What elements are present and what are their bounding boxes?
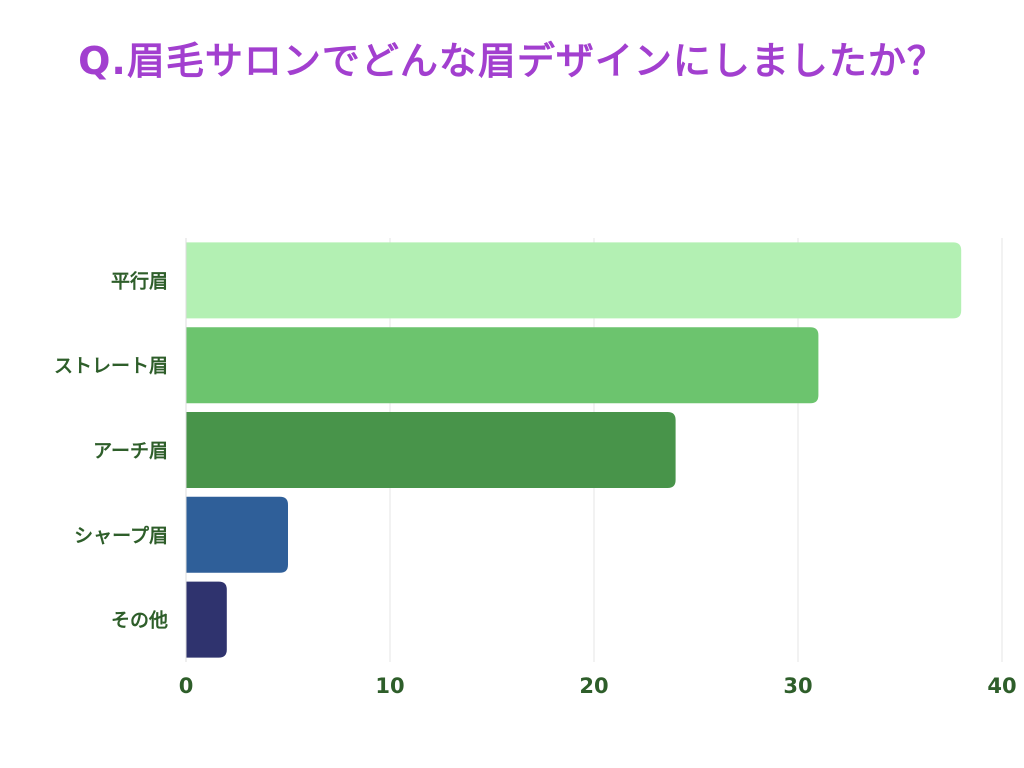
bar-3 [186, 412, 676, 488]
x-tick-label: 40 [987, 674, 1016, 698]
bar-2 [186, 327, 819, 404]
bar-1 [186, 242, 962, 319]
category-label: 平行眉 [111, 269, 168, 292]
x-tick-label: 10 [375, 674, 404, 698]
bar-5 [186, 581, 227, 658]
bar-4 [186, 496, 288, 573]
x-tick-label: 30 [783, 674, 812, 698]
x-tick-label: 0 [179, 674, 194, 698]
chart-title: Q.眉毛サロンでどんな眉デザインにしましたか？ [78, 39, 946, 83]
category-label: ストレート眉 [54, 355, 168, 377]
category-label: その他 [111, 609, 168, 632]
x-tick-label: 20 [579, 674, 608, 698]
category-label: シャープ眉 [74, 524, 168, 547]
category-label: アーチ眉 [93, 440, 168, 462]
